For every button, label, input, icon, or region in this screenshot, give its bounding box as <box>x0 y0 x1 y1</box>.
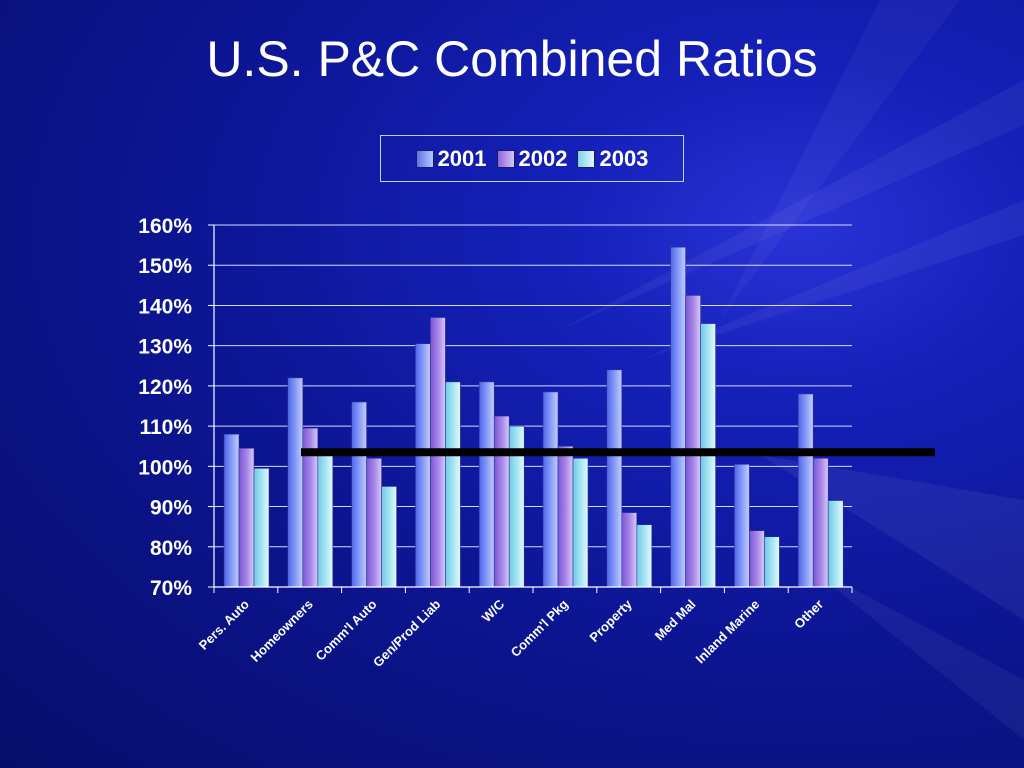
x-tick-label: Property <box>586 596 635 645</box>
x-tick-label: Other <box>791 597 826 632</box>
bar-2001-2 <box>351 401 367 588</box>
y-tick-label: 140% <box>138 295 192 318</box>
axes <box>208 224 853 593</box>
legend-label-2003: 2003 <box>599 145 649 171</box>
x-tick-label: Homeowners <box>247 597 315 665</box>
bar-2002-6 <box>621 512 638 588</box>
x-tick-label: W/C <box>479 596 508 625</box>
bar-2003-8 <box>764 536 780 588</box>
x-tick-label: Inland Marine <box>693 597 763 667</box>
legend-label-2001: 2001 <box>437 145 487 171</box>
bar-2001-1 <box>287 377 304 588</box>
legend-label-2002: 2002 <box>518 145 568 171</box>
bar-2002-4 <box>493 415 510 588</box>
bar-2001-4 <box>478 381 495 588</box>
chart-title: U.S. P&C Combined Ratios <box>206 31 818 87</box>
bar-2002-7 <box>685 295 701 588</box>
legend-swatch-2003 <box>577 149 596 168</box>
bar-2003-3 <box>445 381 461 588</box>
bar-2001-7 <box>670 246 686 588</box>
bar-2002-5 <box>557 445 574 588</box>
y-tick-label: 150% <box>138 255 192 278</box>
bar-2002-2 <box>366 457 382 588</box>
bar-2001-3 <box>415 343 431 588</box>
y-tick-label: 100% <box>138 456 192 479</box>
y-tick-label: 90% <box>150 497 192 520</box>
bar-2002-8 <box>749 530 765 588</box>
bar-2001-6 <box>606 369 623 588</box>
y-tick-labels: 70% 80% 90% 100% 110% 120% 130% 140% 150% 160% <box>138 215 192 600</box>
legend-item-2002: 2002 <box>496 145 568 172</box>
bar-2001-0 <box>223 433 240 588</box>
x-tick-label: Comm'l Auto <box>313 596 380 663</box>
y-tick-label: 80% <box>150 537 192 560</box>
bar-2002-9 <box>812 457 829 588</box>
bar-2002-0 <box>238 447 255 588</box>
legend: 2001 2002 2003 <box>380 135 684 182</box>
x-tick-label: Med Mal <box>652 597 699 644</box>
x-tick-label: Comm'l Pkg <box>508 596 571 659</box>
legend-item-2003: 2003 <box>577 146 648 172</box>
legend-swatch-2001 <box>415 149 434 168</box>
bar-2003-0 <box>253 468 270 588</box>
y-tick-label: 120% <box>138 376 192 399</box>
bar-2003-1 <box>317 453 334 588</box>
legend-swatch-2002 <box>496 149 515 168</box>
bar-2003-9 <box>827 500 844 588</box>
x-tick-label: Gen/Prod Liab <box>370 596 443 669</box>
y-tick-label: 130% <box>138 336 192 359</box>
bar-2003-2 <box>381 486 397 588</box>
bar-2003-6 <box>636 524 653 588</box>
bar-2001-9 <box>797 393 814 588</box>
bar-2001-8 <box>734 464 750 588</box>
bar-2003-5 <box>572 457 589 588</box>
bar-2001-5 <box>542 391 559 588</box>
x-tick-label: Pers. Auto <box>196 596 252 652</box>
bars <box>223 246 844 588</box>
y-tick-label: 110% <box>139 416 192 439</box>
y-tick-label: 160% <box>138 215 192 238</box>
y-tick-label: 70% <box>150 577 192 600</box>
legend-item-2001: 2001 <box>415 145 487 172</box>
